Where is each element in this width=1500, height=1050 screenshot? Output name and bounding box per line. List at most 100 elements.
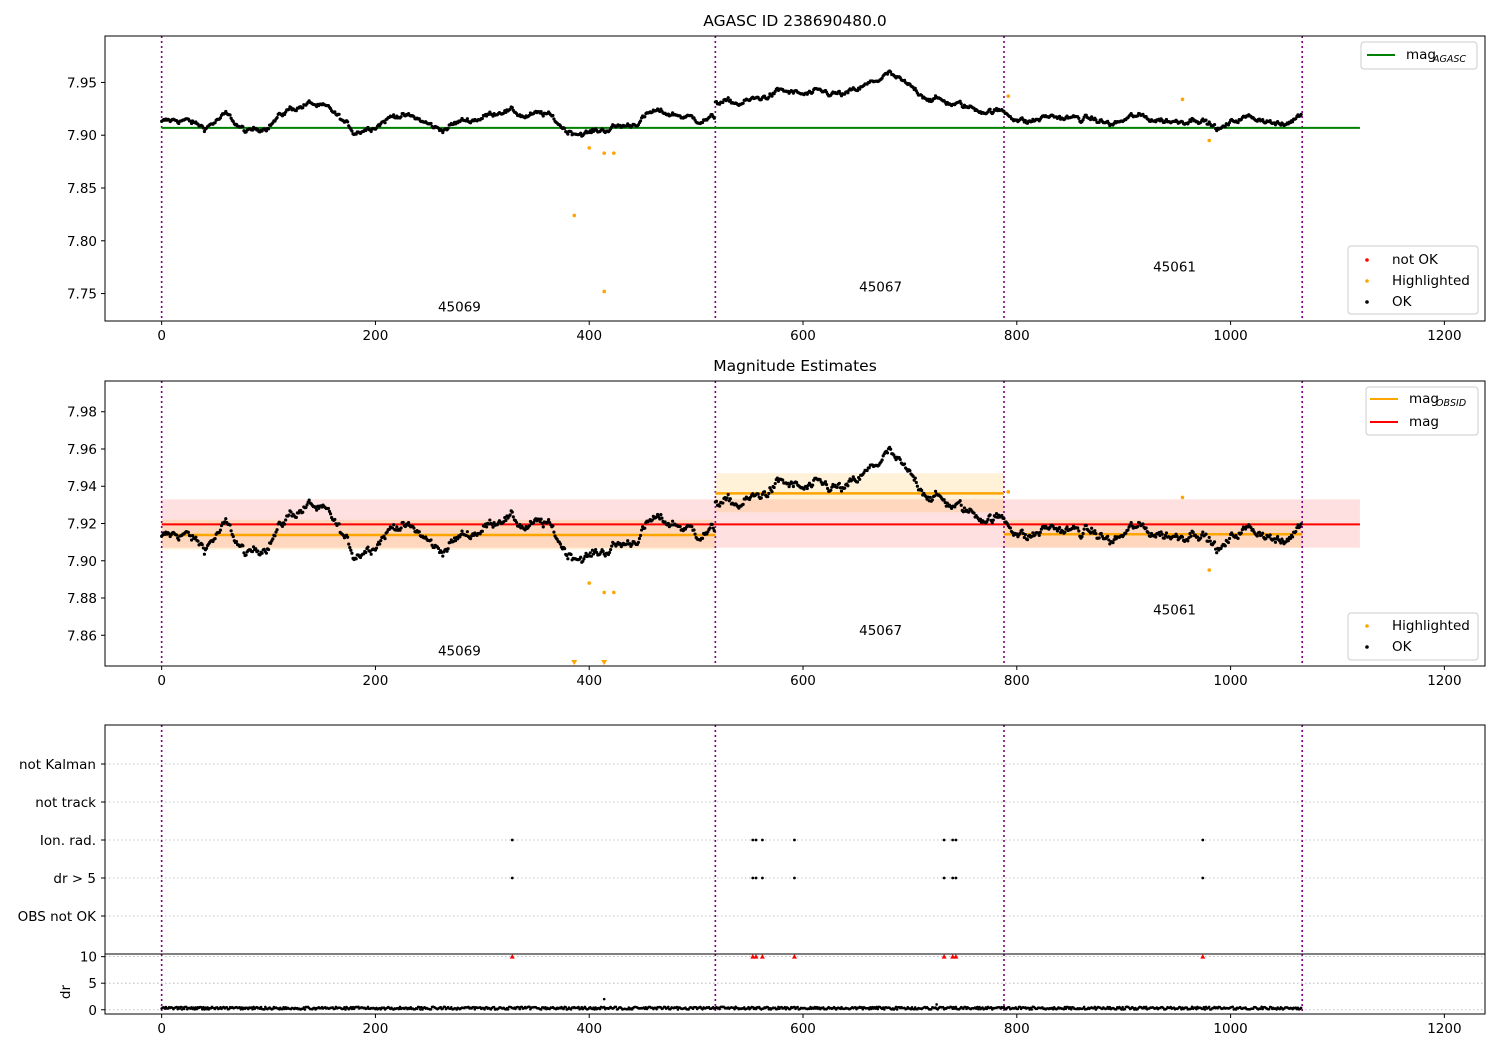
dr-point (429, 1008, 433, 1011)
ok-point (855, 480, 860, 484)
ok-point (1290, 120, 1295, 124)
flag-row-label: OBS not OK (18, 909, 98, 925)
flag-point-dr (951, 876, 955, 880)
ok-point (395, 525, 399, 529)
ok-point (885, 72, 890, 76)
ok-point (708, 526, 712, 530)
ok-point (805, 486, 809, 491)
flag-row-label: dr > 5 (53, 871, 96, 887)
y-tick-label: 7.86 (67, 628, 97, 644)
ok-point (930, 498, 934, 502)
ok-point (728, 497, 732, 501)
dr-point (667, 1005, 670, 1009)
ok-point (770, 94, 774, 98)
x-tick-label: 800 (1004, 1021, 1030, 1037)
ok-point (552, 530, 556, 534)
ok-point (369, 129, 373, 134)
ok-point (271, 537, 275, 541)
highlighted-point (602, 151, 606, 155)
ok-point (959, 102, 963, 106)
ok-point (638, 119, 643, 123)
ok-point (406, 520, 411, 525)
ok-point (1081, 531, 1085, 536)
ok-point (508, 513, 512, 517)
highlighted-point (1180, 97, 1185, 102)
ok-point (1080, 535, 1084, 539)
ok-point (1189, 534, 1193, 538)
dr-point (909, 1007, 913, 1011)
dr-point (1120, 1008, 1123, 1011)
ok-point (972, 511, 976, 515)
y-tick-label: 7.95 (67, 75, 97, 91)
chart-title: Magnitude Estimates (713, 357, 877, 375)
dr-point (598, 1007, 602, 1011)
ok-point (191, 534, 195, 538)
ok-point (700, 536, 705, 540)
ok-point (349, 548, 353, 552)
ok-point (678, 524, 682, 529)
ok-point (566, 132, 570, 136)
ok-point (637, 536, 642, 541)
ok-point (558, 542, 562, 546)
ok-point (264, 129, 269, 133)
ok-point (514, 520, 519, 525)
ok-point (1261, 118, 1265, 122)
flag-point-dr (793, 876, 796, 880)
dr-point (929, 1008, 933, 1011)
dr-point (655, 1007, 658, 1011)
ok-point (282, 522, 287, 526)
ok-point (436, 546, 441, 551)
highlighted-point (1180, 495, 1185, 500)
ok-point (547, 518, 551, 522)
ok-point (889, 70, 893, 74)
dr-point (518, 1007, 522, 1011)
ok-point (354, 557, 358, 561)
ok-point (374, 546, 379, 550)
dr-point (747, 1005, 750, 1009)
ok-point (1081, 118, 1085, 122)
dr-point (1267, 1007, 1271, 1011)
ok-point (566, 557, 570, 561)
ok-point (1002, 516, 1006, 521)
dr-point (1259, 1007, 1262, 1011)
ok-point (527, 524, 531, 528)
highlighted-point (612, 590, 616, 595)
x-tick-label: 1200 (1427, 1021, 1461, 1037)
dr-point (1275, 1008, 1278, 1011)
y-tick-label: 7.75 (67, 287, 97, 303)
ok-point (582, 557, 586, 561)
ok-point (700, 120, 705, 125)
ok-point (1138, 521, 1142, 525)
ok-point (1094, 118, 1098, 122)
dr-point (1018, 1005, 1022, 1009)
dr-point (251, 1007, 254, 1011)
ok-point (766, 494, 770, 499)
dr-point (602, 1005, 606, 1009)
ok-point (1299, 112, 1303, 116)
ok-point (781, 478, 785, 482)
dr-point (259, 1005, 263, 1009)
ok-point (638, 533, 643, 538)
legend-label: Highlighted (1392, 273, 1470, 289)
ok-point (412, 526, 416, 530)
ok-point (603, 554, 607, 558)
dr-point (1202, 1005, 1206, 1009)
ok-point (460, 529, 464, 533)
y-tick-label: 7.90 (67, 128, 97, 144)
dr-clipped-marker (759, 954, 765, 959)
ok-point (590, 548, 595, 552)
ok-point (726, 492, 730, 497)
ok-point (446, 126, 450, 130)
ok-point (454, 539, 458, 543)
dr-point (989, 1006, 993, 1009)
ok-point (465, 530, 469, 534)
dr-point (1030, 1008, 1034, 1011)
ok-point (579, 131, 583, 135)
ok-point (1146, 531, 1150, 535)
ok-point (287, 107, 291, 111)
ok-point (772, 485, 776, 490)
dr-point (718, 1007, 721, 1011)
dr-point (193, 1008, 197, 1011)
ok-point (811, 483, 815, 487)
